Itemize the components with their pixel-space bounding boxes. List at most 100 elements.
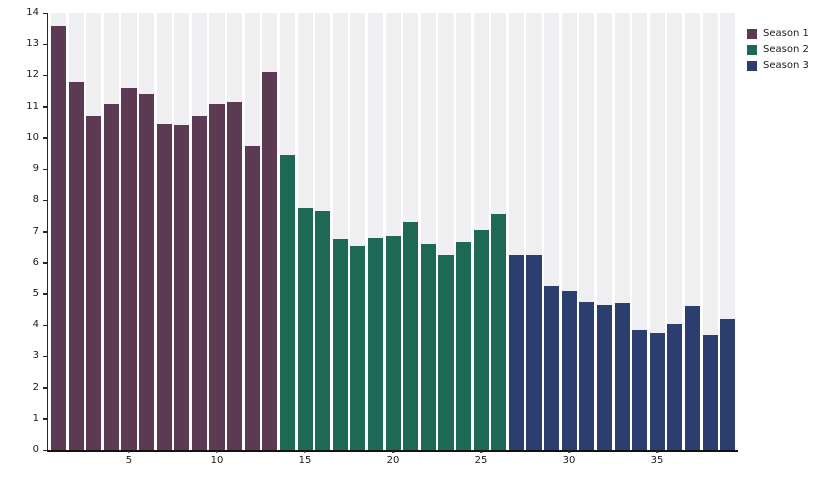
legend-swatch-season-1 [747,28,757,39]
bar-slot-11 [227,13,243,450]
y-tick-label-3: 3 [32,350,39,362]
bar-season-3-ep34 [632,329,648,450]
bar-slot-27 [508,13,524,450]
bar-slot-19 [367,13,384,450]
bar-season-2-ep19 [367,237,384,450]
y-tick-mark-8 [43,199,48,202]
bar-season-1-ep12 [244,145,260,450]
bar-season-1-ep4 [103,103,119,450]
x-tick-mark-35 [656,450,658,453]
bar-slot-38 [702,13,718,450]
legend-item-season-1: Season 1 [747,28,809,39]
bar-slot-13 [262,13,278,450]
bar-season-1-ep11 [227,101,243,450]
y-tick-label-8: 8 [32,194,39,206]
bar-season-1-ep1 [51,25,67,450]
bar-season-1-ep6 [139,94,155,450]
y-tick-label-7: 7 [32,225,39,237]
y-tick-mark-9 [43,168,48,171]
bar-season-3-ep29 [544,286,560,450]
bar-slot-31 [579,13,595,450]
y-tick-mark-1 [43,418,48,420]
y-tick-mark-14 [43,12,48,14]
bar-slot-6 [139,13,155,450]
bar-season-2-ep23 [438,254,454,450]
bar-season-1-ep7 [156,123,172,450]
bar-season-2-ep15 [297,208,313,450]
bar-season-2-ep25 [473,229,489,450]
bar-slot-35 [649,13,665,450]
legend-label-season-2: Season 2 [763,44,809,55]
bar-season-1-ep5 [121,87,137,450]
bar-season-3-ep33 [614,303,630,450]
legend: Season 1 Season 2 Season 3 [747,28,809,71]
x-tick-mark-15 [304,450,306,453]
plot-area: 0 1 2 3 4 5 6 7 8 9 10 11 12 13 14 5 10 15 20 25 30 35 [26,7,738,466]
y-tick-label-12: 12 [26,69,39,81]
legend-swatch-season-3 [747,60,757,71]
bar-season-3-ep28 [526,254,542,450]
bar-season-2-ep24 [456,242,472,450]
y-tick-mark-13 [43,43,48,46]
y-tick-mark-11 [43,106,48,108]
bar-season-3-ep30 [561,290,577,450]
x-tick-label-30: 30 [562,455,576,466]
bar-slot-32 [596,13,612,450]
y-tick-mark-4 [43,324,48,327]
y-tick-mark-5 [43,293,48,295]
legend-item-season-3: Season 3 [747,60,809,71]
bar-slot-24 [456,13,472,450]
bar-season-3-ep36 [667,323,683,450]
y-tick-mark-2 [43,387,48,389]
bar-season-1-ep2 [68,81,84,450]
bar-slot-16 [315,13,331,450]
bar-slot-2 [68,13,84,450]
bar-season-2-ep26 [491,214,507,450]
bar-slot-20 [385,13,401,450]
bar-slot-25 [473,13,489,450]
x-tick-mark-5 [128,450,130,453]
bar-season-1-ep13 [262,72,278,450]
bar-season-2-ep21 [403,222,419,450]
bar-slot-22 [420,13,436,450]
bar-slot-4 [103,13,119,450]
bar-season-2-ep22 [420,244,436,450]
y-tick-mark-7 [43,231,48,233]
x-tick-mark-10 [216,450,218,453]
y-tick-mark-0 [43,449,48,451]
bar-slot-33 [614,13,630,450]
bar-slot-15 [297,13,313,450]
y-tick-label-6: 6 [32,256,39,268]
x-tick-label-10: 10 [210,455,224,466]
y-tick-mark-3 [43,355,48,358]
y-tick-mark-6 [43,262,48,264]
y-tick-label-13: 13 [26,38,39,50]
bar-slot-23 [438,13,454,450]
bar-slot-36 [667,13,683,450]
bar-slot-1 [51,13,67,450]
bar-season-3-ep39 [720,318,736,450]
legend-item-season-2: Season 2 [747,44,809,55]
x-tick-mark-20 [392,450,394,453]
bar-slot-30 [561,13,577,450]
bar-season-2-ep14 [279,155,296,450]
bar-season-3-ep35 [649,332,665,450]
bar-season-1-ep8 [174,125,190,450]
y-tick-label-2: 2 [32,381,39,393]
bar-season-3-ep27 [508,254,524,450]
bar-slot-26 [491,13,507,450]
x-tick-label-15: 15 [298,455,312,466]
bar-slot-34 [632,13,648,450]
bar-slot-7 [156,13,172,450]
bar-season-3-ep38 [702,334,718,450]
x-tick-mark-30 [568,450,570,453]
x-tick-mark-25 [480,450,482,453]
x-tick-label-20: 20 [386,455,400,466]
bar-season-3-ep31 [579,301,595,450]
bar-slot-9 [191,13,207,450]
bar-slot-8 [174,13,190,450]
bar-slot-37 [684,13,701,450]
y-tick-label-11: 11 [26,100,39,112]
x-tick-label-5: 5 [125,455,133,466]
